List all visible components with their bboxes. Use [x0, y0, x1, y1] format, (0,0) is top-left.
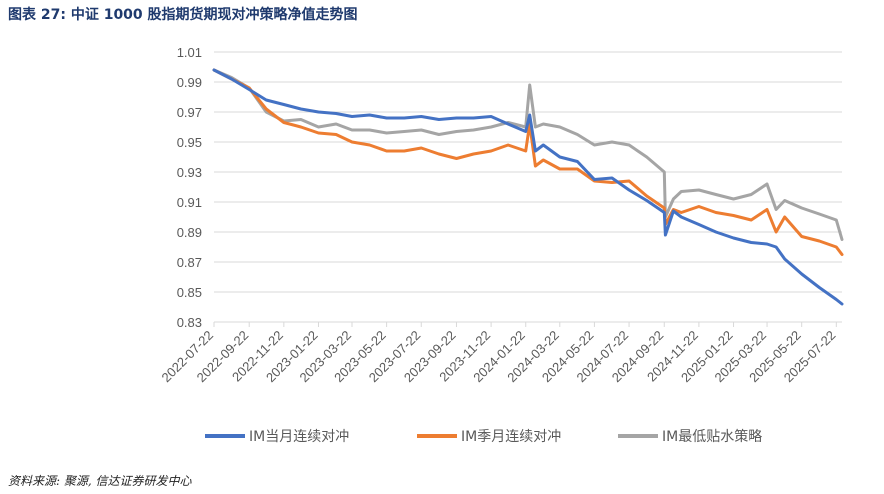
y-tick-label: 0.87 [177, 255, 202, 270]
y-axis-ticks: 1.01 0.99 0.97 0.95 0.93 0.91 0.89 0.87 0.85 0.83 [177, 45, 202, 330]
y-tick-label: 0.99 [177, 75, 202, 90]
legend-label-2[interactable]: IM最低贴水策略 [662, 428, 762, 445]
y-tick-label: 0.93 [177, 165, 202, 180]
legend[interactable]: IM当月连续对冲 IM季月连续对冲 IM最低贴水策略 [205, 428, 762, 445]
series-line-1 [212, 68, 844, 256]
source-note: 资料来源: 聚源, 信达证券研发中心 [8, 474, 192, 488]
x-axis-ticks: 2022-07-222022-09-222022-11-222023-01-22… [158, 322, 838, 385]
y-tick-label: 0.91 [177, 195, 202, 210]
y-tick-label: 0.83 [177, 315, 202, 330]
y-tick-label: 1.01 [177, 45, 202, 60]
legend-label-0[interactable]: IM当月连续对冲 [249, 428, 349, 445]
y-tick-label: 0.89 [177, 225, 202, 240]
series-line-0 [212, 68, 844, 306]
y-tick-label: 0.95 [177, 135, 202, 150]
series-line-2 [212, 68, 844, 241]
y-tick-label: 0.85 [177, 285, 202, 300]
legend-label-1[interactable]: IM季月连续对冲 [461, 428, 561, 445]
y-tick-label: 0.97 [177, 105, 202, 120]
series-lines [212, 68, 844, 306]
figure-title: 图表 27: 中证 1000 股指期货期现对冲策略净值走势图 [8, 7, 358, 23]
